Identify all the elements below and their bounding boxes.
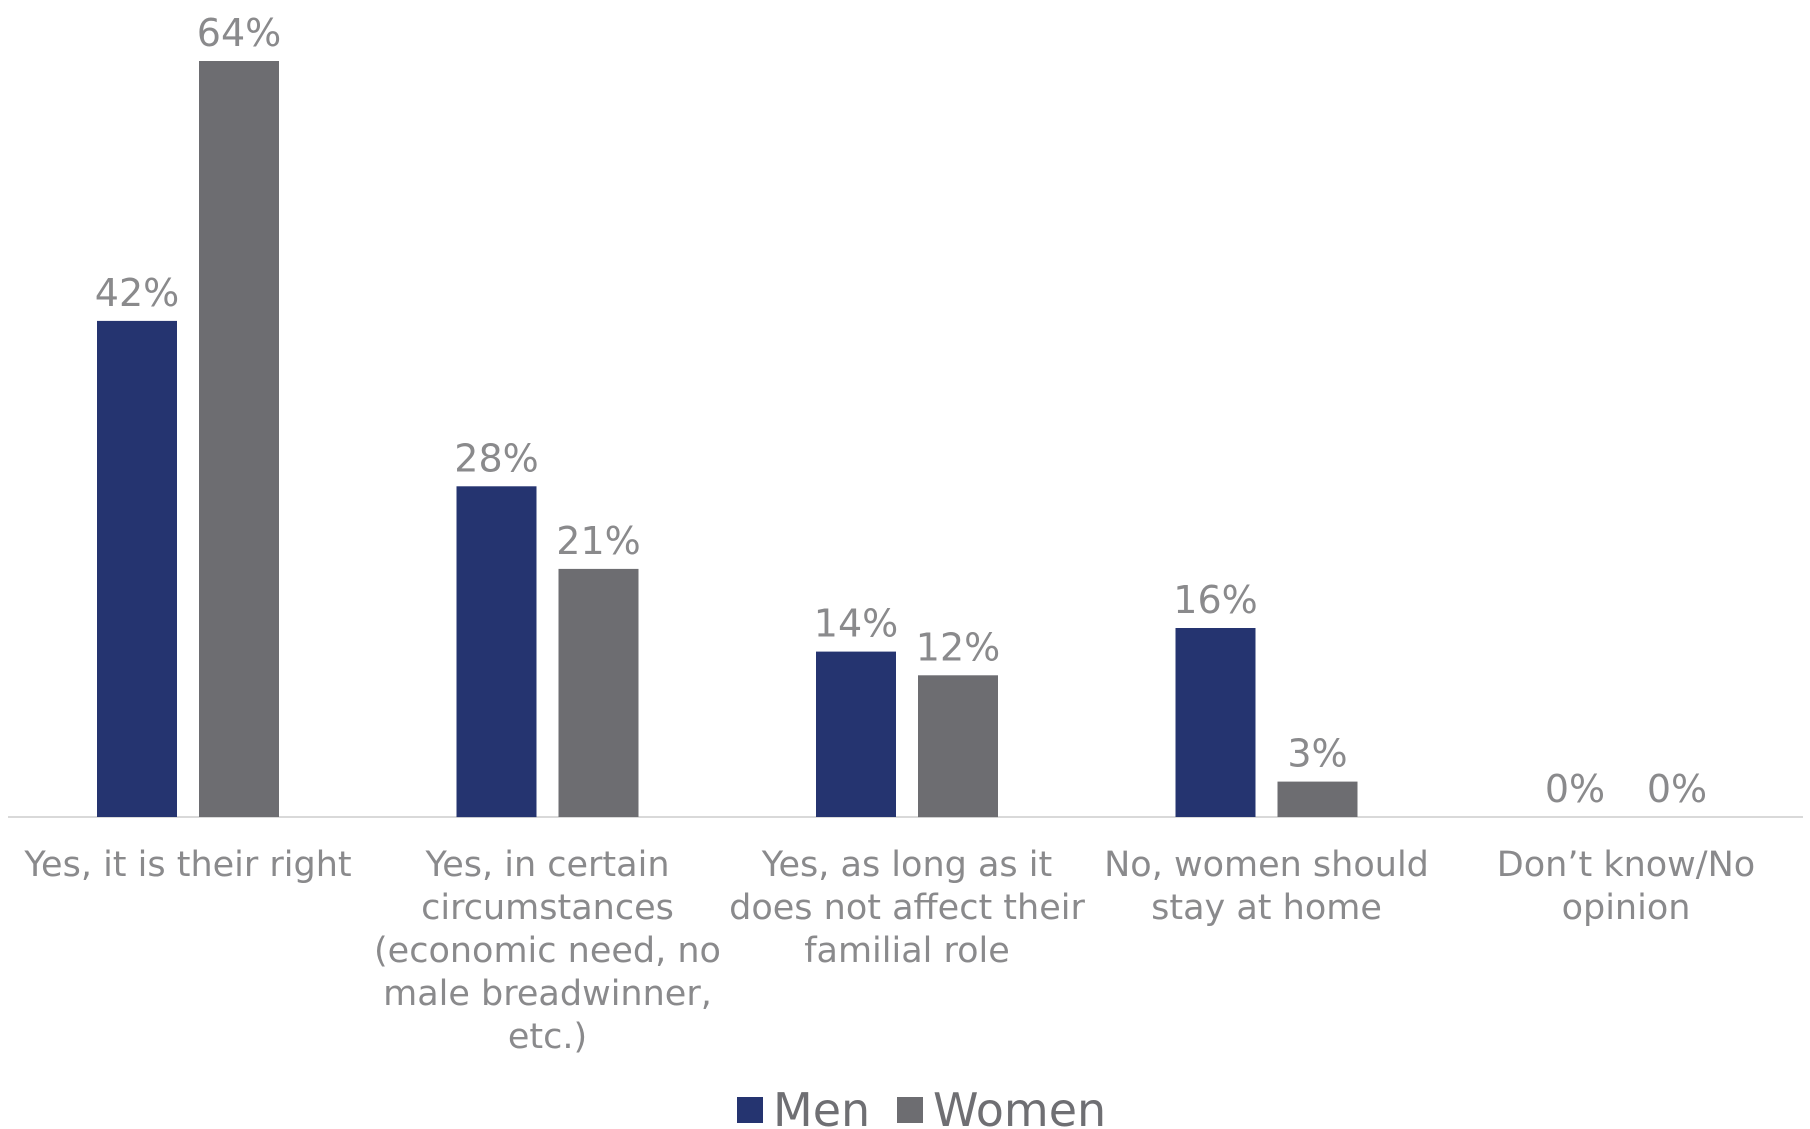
legend-label-men: Men: [773, 1083, 870, 1129]
category-label-line: opinion: [1562, 888, 1691, 928]
category-label-line: Yes, as long as it: [761, 845, 1052, 885]
legend: Men Women: [737, 1083, 1106, 1129]
category-label-4: Don’t know/No opinion: [1497, 845, 1755, 928]
category-label-line: circumstances: [421, 888, 674, 928]
bar-men-1: [456, 486, 537, 818]
bar-men-2: [816, 651, 896, 817]
bar-women-0: [199, 61, 279, 817]
category-label-line: (economic need, no: [374, 931, 721, 971]
category-label-line: familial role: [804, 931, 1010, 971]
category-label-1: Yes, in certain circumstances (economic ne…: [374, 845, 721, 1057]
category-labels-layer: Yes, it is their right Yes, in certain cir…: [23, 845, 1755, 1057]
category-label-line: No, women should: [1104, 845, 1429, 885]
data-label-men-4: 0%: [1545, 767, 1605, 811]
category-label-3: No, women should stay at home: [1104, 845, 1429, 928]
legend-swatch-men: [737, 1097, 763, 1123]
data-label-women-1: 21%: [556, 519, 640, 563]
category-label-2: Yes, as long as it does not affect their f…: [729, 845, 1085, 971]
category-label-line: stay at home: [1151, 888, 1382, 928]
category-label-line: Yes, in certain: [424, 845, 669, 885]
bar-men-0: [97, 320, 177, 817]
legend-swatch-women: [897, 1097, 923, 1123]
data-label-men-2: 14%: [814, 602, 898, 646]
data-label-women-2: 12%: [916, 625, 1000, 669]
category-label-0: Yes, it is their right: [23, 845, 351, 885]
bars-layer: [97, 61, 1358, 818]
category-label-line: male breadwinner,: [383, 974, 712, 1014]
data-labels-layer: 42% 64% 28% 21% 14% 12% 16% 3% 0% 0%: [95, 11, 1707, 811]
category-label-line: Don’t know/No: [1497, 845, 1755, 885]
category-label-line: etc.): [508, 1017, 587, 1057]
data-label-men-3: 16%: [1173, 578, 1257, 622]
bar-women-1: [558, 568, 639, 817]
category-label-line: does not affect their: [729, 888, 1085, 928]
data-label-women-0: 64%: [197, 11, 281, 55]
category-label-line: Yes, it is their right: [23, 845, 351, 885]
bar-women-2: [918, 675, 998, 818]
data-label-women-4: 0%: [1647, 767, 1707, 811]
data-label-women-3: 3%: [1287, 732, 1347, 776]
legend-label-women: Women: [933, 1083, 1106, 1129]
data-label-men-1: 28%: [454, 436, 538, 480]
bar-men-3: [1175, 628, 1256, 817]
bar-women-3: [1277, 781, 1358, 817]
data-label-men-0: 42%: [95, 271, 179, 315]
